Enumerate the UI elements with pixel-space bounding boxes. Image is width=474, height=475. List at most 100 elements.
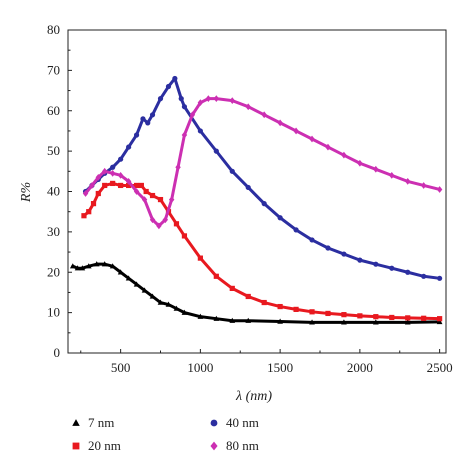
data-point — [125, 178, 132, 185]
data-point — [372, 319, 379, 325]
data-point — [197, 313, 204, 319]
data-point — [325, 310, 331, 317]
data-point — [133, 188, 140, 195]
data-point — [325, 245, 331, 251]
data-point — [109, 263, 116, 269]
legend-item-80-nm: 80 nm — [210, 438, 259, 453]
data-point — [277, 215, 283, 221]
data-point — [149, 216, 156, 224]
data-point — [404, 319, 411, 325]
data-point — [181, 131, 188, 139]
data-point — [373, 261, 379, 267]
y-tick-label: 50 — [47, 143, 60, 158]
data-point — [405, 269, 411, 275]
data-point — [245, 317, 252, 323]
x-tick-label: 500 — [111, 360, 131, 375]
data-point — [437, 316, 443, 322]
data-point — [157, 96, 164, 102]
data-point — [143, 188, 149, 195]
legend-label: 20 nm — [88, 438, 121, 453]
x-tick-label: 2000 — [347, 360, 373, 375]
legend-item-7-nm: 7 nm — [72, 415, 114, 430]
y-tick-label: 60 — [47, 103, 60, 118]
data-point — [173, 305, 180, 311]
data-point — [389, 314, 395, 321]
data-point — [341, 251, 347, 257]
data-point — [173, 221, 180, 227]
y-tick-label: 30 — [47, 224, 60, 239]
series-80-nm — [82, 95, 443, 230]
data-point — [229, 168, 235, 174]
data-point — [74, 265, 81, 271]
data-point — [181, 309, 188, 315]
y-tick-label: 40 — [47, 184, 60, 199]
series-line — [71, 262, 442, 324]
data-point — [89, 182, 95, 189]
series-7-nm — [69, 261, 443, 325]
x-axis-label: λ (nm) — [235, 389, 272, 404]
data-point — [101, 167, 108, 175]
y-tick-label: 70 — [47, 62, 60, 77]
data-point — [133, 132, 140, 138]
data-point — [213, 148, 219, 154]
data-point — [181, 104, 188, 110]
data-point — [421, 273, 427, 279]
data-point — [341, 319, 347, 325]
data-point — [165, 301, 172, 307]
legend-marker — [72, 442, 80, 450]
data-point — [437, 275, 443, 281]
plot-series — [69, 75, 443, 325]
data-point — [149, 293, 156, 299]
data-point — [95, 190, 101, 197]
data-point — [213, 315, 220, 321]
data-point — [229, 97, 236, 105]
data-point — [309, 135, 315, 143]
data-point — [373, 165, 379, 173]
data-point — [309, 319, 315, 325]
data-point — [141, 287, 148, 293]
data-point — [420, 182, 427, 189]
legend-marker — [72, 419, 80, 426]
legend-item-20-nm: 20 nm — [72, 438, 121, 453]
data-point — [436, 186, 443, 193]
y-tick-label: 0 — [54, 345, 61, 360]
data-point — [79, 265, 86, 271]
data-point — [85, 263, 92, 269]
data-point — [110, 164, 116, 170]
data-point — [109, 169, 116, 177]
data-point — [126, 182, 132, 189]
data-point — [126, 144, 132, 150]
data-point — [197, 255, 203, 261]
data-point — [197, 128, 203, 134]
data-point — [245, 293, 251, 300]
data-point — [90, 201, 97, 207]
data-point — [157, 196, 164, 203]
data-point — [145, 120, 151, 126]
data-point — [341, 151, 347, 159]
data-point — [197, 99, 204, 107]
y-tick-label: 20 — [47, 264, 60, 279]
legend-item-40-nm: 40 nm — [210, 415, 259, 430]
x-tick-label: 1000 — [187, 360, 213, 375]
legend-label: 40 nm — [226, 415, 259, 430]
data-point — [245, 184, 251, 191]
legend-label: 80 nm — [226, 438, 259, 453]
data-point — [189, 111, 196, 119]
data-point — [405, 315, 411, 321]
data-point — [213, 95, 220, 103]
data-point — [133, 281, 140, 287]
data-point — [178, 96, 184, 102]
data-point — [165, 83, 172, 90]
data-point — [309, 309, 315, 315]
data-point — [138, 182, 144, 189]
plot-axes: 0 10 20 30 40 50 60 70 80 500 1000 1500 2000 2500 — [47, 22, 453, 375]
data-point — [172, 75, 178, 82]
legend-marker — [210, 441, 218, 451]
legend: 7 nm 20 nm 40 nm 80 nm — [72, 415, 259, 453]
data-point — [82, 190, 89, 197]
plot-labels: λ (nm) R% — [19, 182, 272, 404]
plot-frame — [67, 29, 447, 354]
data-point — [141, 196, 148, 203]
data-point — [277, 318, 283, 324]
series-40-nm — [82, 75, 443, 281]
